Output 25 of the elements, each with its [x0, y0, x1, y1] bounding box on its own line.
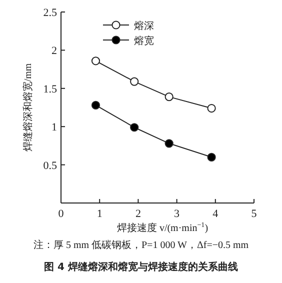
y-tick-label: 2.5: [43, 7, 58, 19]
point: [207, 152, 216, 162]
point: [130, 77, 139, 86]
point: [207, 104, 216, 113]
legend-label: 熔宽: [134, 35, 154, 47]
y-tick-label: 0.5: [43, 160, 58, 172]
x-tick-label: 2: [135, 208, 141, 220]
y-tick-label: 1.5: [43, 83, 58, 96]
text: 注：厚 5 mm 低碳钢板，P=1 000 W，Δf=−0.5 mm: [33, 239, 249, 251]
x-tick-label: 1: [96, 208, 102, 220]
point: [91, 100, 100, 110]
y-tick-label: 1: [52, 122, 57, 134]
point: [164, 139, 174, 148]
legend-label: 熔深: [134, 20, 154, 32]
y-axis-title: 焊缝熔深和熔宽/mm: [22, 63, 34, 152]
point: [130, 123, 139, 132]
x-axis-title: 焊接速度 v/(m·min$^{−1}$): [116, 221, 208, 234]
x-tick-label: 5: [251, 208, 258, 220]
point: [164, 92, 174, 102]
x-tick-label: 0: [58, 208, 64, 220]
y-tick-label: 2: [52, 45, 57, 58]
point: [91, 56, 100, 66]
x-tick-label: 3: [174, 208, 180, 220]
x-tick-label: 4: [212, 208, 219, 220]
text: 图 4 焊缝熔深和熔宽与焊接速度的关系曲线: [44, 261, 238, 273]
